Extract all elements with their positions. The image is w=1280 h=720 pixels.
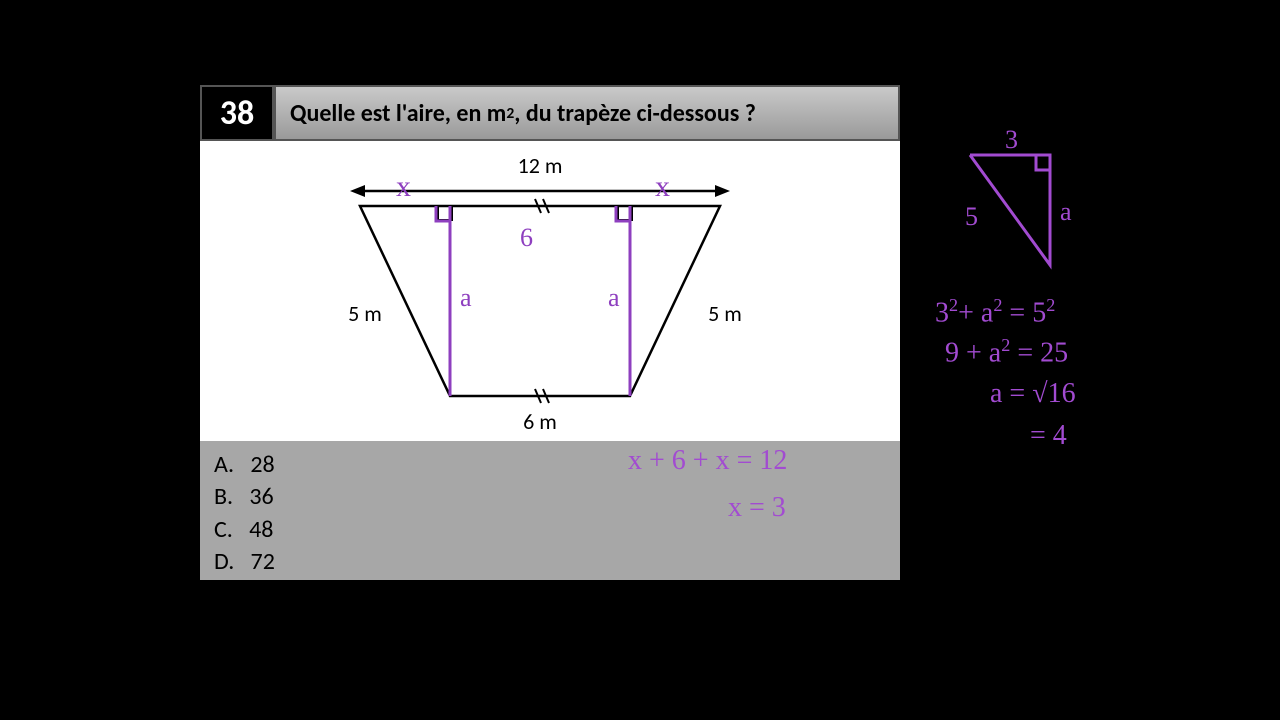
eq3: a = √16 <box>990 378 1076 410</box>
label-top: 12 m <box>518 152 563 179</box>
side-work: 3 5 a 32+ a2 = 52 9 + a2 = 25 a = √16 = … <box>930 130 1250 580</box>
hand-x-right: x <box>655 170 670 203</box>
label-right: 5 m <box>708 300 742 327</box>
question-card: 38 Quelle est l'aire, en m2, du trapèze … <box>200 85 900 580</box>
hand-x-left: x <box>396 170 411 203</box>
figure-svg: 12 m 5 m 5 m 6 m x x <box>200 141 900 441</box>
label-left: 5 m <box>348 300 382 327</box>
eq4: = 4 <box>1030 420 1067 452</box>
side-triangle-svg: 3 5 a <box>930 130 1250 300</box>
work-line1: x + 6 + x = 12 <box>628 445 787 477</box>
hand-a-left: a <box>460 283 472 312</box>
question-number: 38 <box>200 85 274 141</box>
question-text-sup: 2 <box>506 104 514 123</box>
question-text-pre: Quelle est l'aire, en m <box>290 99 506 128</box>
choice-d: D. 72 <box>214 546 886 578</box>
question-header: 38 Quelle est l'aire, en m2, du trapèze … <box>200 85 900 141</box>
eq2: 9 + a2 = 25 <box>945 335 1068 369</box>
hand-a-right: a <box>608 283 620 312</box>
question-text: Quelle est l'aire, en m2, du trapèze ci-… <box>274 85 900 141</box>
label-bottom: 6 m <box>523 408 557 435</box>
work-line2: x = 3 <box>728 492 786 524</box>
answer-choices: A. 28 B. 36 C. 48 D. 72 <box>200 441 900 580</box>
tri-vert: a <box>1060 197 1072 226</box>
eq1: 32+ a2 = 52 <box>935 295 1055 329</box>
question-text-post: , du trapèze ci-dessous ? <box>514 99 756 128</box>
trapezoid-figure: 12 m 5 m 5 m 6 m x x <box>200 141 900 441</box>
tri-hyp: 5 <box>965 202 978 231</box>
tri-top: 3 <box>1005 130 1018 154</box>
hand-mid: 6 <box>520 223 533 252</box>
